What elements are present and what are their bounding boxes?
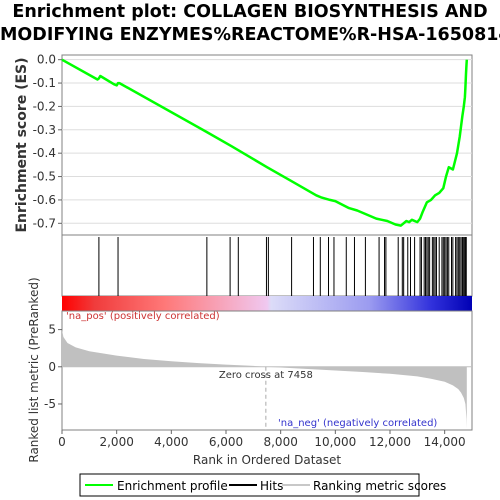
- es-series-line: [61, 58, 469, 227]
- ranking-colorbar: [62, 296, 472, 311]
- chart-title-line-1: Enrichment plot: COLLAGEN BIOSYNTHESIS A…: [12, 2, 488, 22]
- rank-xticks: 0 2,000 4,000 6,000 8,000 10,000 12,000 14,000: [58, 430, 466, 449]
- rank-xtick-label: 2,000: [99, 435, 133, 449]
- rank-xtick-label: 4,000: [154, 435, 188, 449]
- rank-xtick-label: 8,000: [263, 435, 297, 449]
- rank-xtick-label: 14,000: [424, 435, 466, 449]
- es-ytick-label: -0.3: [33, 123, 56, 137]
- es-ytick-label: -0.5: [33, 170, 56, 184]
- es-ylabel: Enrichment score (ES): [14, 57, 30, 232]
- legend: Enrichment profile Hits Ranking metric s…: [79, 473, 446, 497]
- legend-label-ranking: Ranking metric scores: [313, 479, 446, 493]
- rank-ytick-label: 5: [48, 323, 56, 337]
- es-yticks: 0.0 -0.1 -0.2 -0.3 -0.4 -0.5 -0.6 -0.7: [33, 53, 62, 230]
- es-ytick-label: -0.2: [33, 99, 56, 113]
- rank-yticks: 5 0 -5: [44, 323, 62, 411]
- rank-xtick-label: 0: [58, 435, 66, 449]
- na-neg-label: 'na_neg' (negatively correlated): [278, 418, 437, 429]
- rank-ytick-label: -5: [44, 397, 56, 411]
- rank-ytick-label: 0: [48, 360, 56, 374]
- chart-title-line-2: MODIFYING ENZYMES%REACTOME%R-HSA-1650814…: [0, 25, 500, 45]
- legend-label-hits: Hits: [260, 479, 283, 493]
- es-panel: [61, 54, 473, 236]
- es-ytick-label: -0.1: [33, 76, 56, 90]
- hits-layer: [98, 237, 467, 296]
- es-ytick-label: -0.7: [33, 216, 56, 230]
- rank-area-layer: [62, 329, 472, 429]
- rank-xtick-label: 10,000: [314, 435, 356, 449]
- rank-xtick-label: 6,000: [209, 435, 243, 449]
- ranked-xlabel: Rank in Ordered Dataset: [193, 453, 341, 467]
- ranked-ylabel: Ranked list metric (PreRanked): [27, 277, 41, 462]
- legend-label-enrichment: Enrichment profile: [117, 479, 228, 493]
- rank-xtick-label: 12,000: [369, 435, 411, 449]
- es-ytick-label: -0.6: [33, 193, 56, 207]
- es-ytick-label: -0.4: [33, 146, 56, 160]
- es-line-layer: [61, 58, 469, 227]
- zero-cross-label: Zero cross at 7458: [219, 370, 313, 381]
- es-ytick-label: 0.0: [37, 53, 56, 67]
- na-pos-label: 'na_pos' (positively correlated): [66, 311, 220, 322]
